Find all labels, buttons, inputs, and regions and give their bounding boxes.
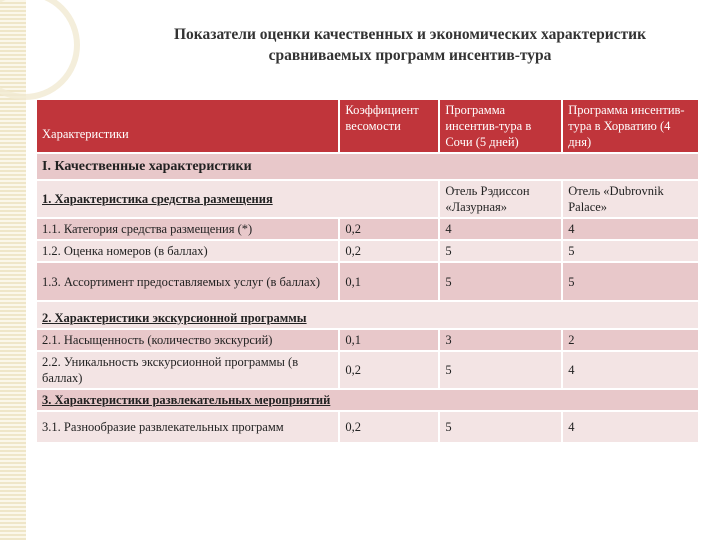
group-row: I. Качественные характеристики — [37, 153, 700, 181]
comparison-table: Характеристики Коэффициент весомости Про… — [37, 100, 700, 444]
title-line-1: Показатели оценки качественных и экономи… — [173, 26, 647, 43]
row-name: 2.1. Насыщенность (количество экскурсий) — [37, 329, 341, 352]
row-name: 3.1. Разнообразие развлекательных програ… — [37, 411, 341, 444]
section-row: 1. Характеристика средства размещения От… — [37, 180, 700, 219]
row-croatia: 5 — [562, 262, 700, 302]
row-croatia: 4 — [562, 218, 700, 241]
section-row: 3. Характеристики развлекательных меропр… — [37, 389, 700, 412]
table-row: 1.1. Категория средства размещения (*) 0,… — [37, 218, 700, 241]
section-row: 2. Характеристики экскурсионной программ… — [37, 301, 700, 330]
row-weight: 0,2 — [339, 240, 441, 263]
row-weight: 0,1 — [339, 329, 441, 352]
section-title: 1. Характеристика средства размещения — [37, 180, 441, 219]
header-croatia: Программа инсентив-тура в Хорватию (4 дн… — [562, 100, 700, 154]
decorative-ring — [0, 0, 80, 100]
row-weight: 0,2 — [339, 411, 441, 444]
row-sochi: 5 — [439, 240, 564, 263]
table-row: 1.3. Ассортимент предоставляемых услуг (… — [37, 262, 700, 302]
row-croatia: 4 — [562, 411, 700, 444]
hotel-sochi: Отель Рэдиссон «Лазурная» — [439, 180, 564, 219]
header-weight: Коэффициент весомости — [339, 100, 441, 154]
row-sochi: 5 — [439, 351, 564, 390]
row-croatia: 5 — [562, 240, 700, 263]
row-weight: 0,1 — [339, 262, 441, 302]
header-characteristics: Характеристики — [37, 100, 341, 154]
row-sochi: 5 — [439, 411, 564, 444]
row-name: 1.3. Ассортимент предоставляемых услуг (… — [37, 262, 341, 302]
title-line-2: сравниваемых программ инсентив-тура — [268, 47, 552, 64]
group-title: I. Качественные характеристики — [37, 153, 700, 181]
section-title: 2. Характеристики экскурсионной программ… — [37, 301, 700, 330]
row-sochi: 4 — [439, 218, 564, 241]
row-weight: 0,2 — [339, 351, 441, 390]
row-name: 1.2. Оценка номеров (в баллах) — [37, 240, 341, 263]
row-name: 2.2. Уникальность экскурсионной программ… — [37, 351, 341, 390]
row-croatia: 2 — [562, 329, 700, 352]
page-title: Показатели оценки качественных и экономи… — [120, 24, 700, 66]
section-title: 3. Характеристики развлекательных меропр… — [37, 389, 700, 412]
row-croatia: 4 — [562, 351, 700, 390]
table-row: 3.1. Разнообразие развлекательных програ… — [37, 411, 700, 444]
row-sochi: 3 — [439, 329, 564, 352]
header-sochi: Программа инсентив-тура в Сочи (5 дней) — [439, 100, 564, 154]
table-row: 2.1. Насыщенность (количество экскурсий)… — [37, 329, 700, 352]
row-weight: 0,2 — [339, 218, 441, 241]
row-name: 1.1. Категория средства размещения (*) — [37, 218, 341, 241]
table-row: 1.2. Оценка номеров (в баллах) 0,2 5 5 — [37, 240, 700, 263]
hotel-croatia: Отель «Dubrovnik Palace» — [562, 180, 700, 219]
row-sochi: 5 — [439, 262, 564, 302]
table-row: 2.2. Уникальность экскурсионной программ… — [37, 351, 700, 390]
table-header: Характеристики Коэффициент весомости Про… — [37, 100, 700, 154]
